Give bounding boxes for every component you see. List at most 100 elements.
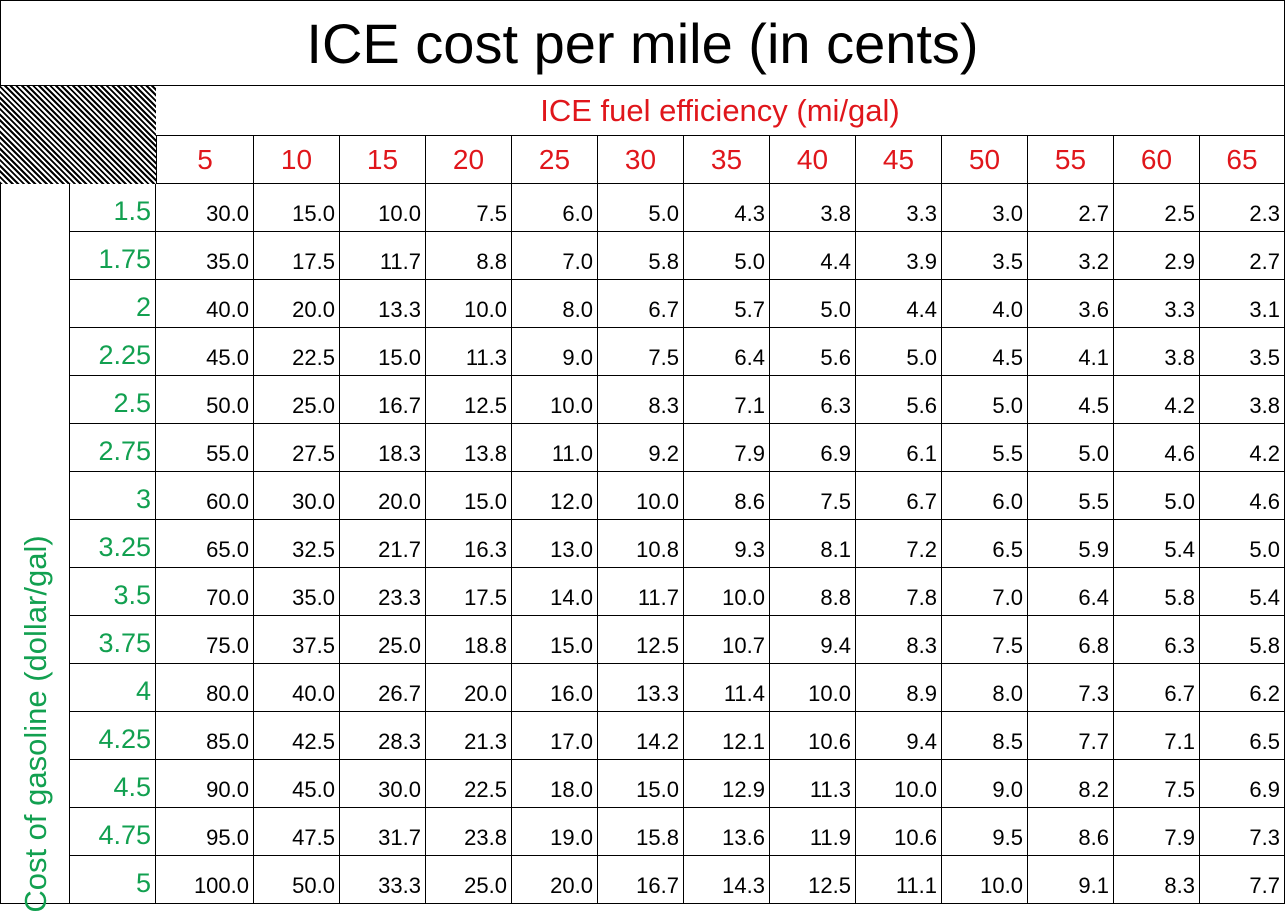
- table-cell: 22.5: [426, 760, 512, 808]
- table-cell: 15.0: [254, 184, 340, 232]
- table-cell: 10.6: [770, 712, 856, 760]
- table-cell: 25.0: [254, 376, 340, 424]
- table-cell: 7.5: [426, 184, 512, 232]
- column-header: 65: [1200, 136, 1285, 184]
- row-header: 3.75: [70, 616, 156, 664]
- row-header: 3.25: [70, 520, 156, 568]
- table-cell: 35.0: [156, 232, 254, 280]
- table-cell: 65.0: [156, 520, 254, 568]
- table-cell: 6.2: [1200, 664, 1285, 712]
- table-cell: 7.1: [684, 376, 770, 424]
- table-cell: 6.9: [770, 424, 856, 472]
- table-cell: 9.5: [942, 808, 1028, 856]
- table-cell: 8.3: [1114, 856, 1200, 904]
- table-cell: 13.3: [598, 664, 684, 712]
- column-header: 40: [770, 136, 856, 184]
- table-cell: 15.0: [598, 760, 684, 808]
- table-cell: 7.3: [1028, 664, 1114, 712]
- table-cell: 5.0: [770, 280, 856, 328]
- table-cell: 45.0: [156, 328, 254, 376]
- table-cell: 25.0: [426, 856, 512, 904]
- table-cell: 11.1: [856, 856, 942, 904]
- table-cell: 7.7: [1028, 712, 1114, 760]
- table-cell: 3.6: [1028, 280, 1114, 328]
- table-cell: 17.0: [512, 712, 598, 760]
- table-cell: 5.0: [1200, 520, 1285, 568]
- table-cell: 4.5: [942, 328, 1028, 376]
- column-header: 10: [254, 136, 340, 184]
- table-cell: 45.0: [254, 760, 340, 808]
- table-cell: 19.0: [512, 808, 598, 856]
- table-cell: 6.4: [684, 328, 770, 376]
- row-header: 4.5: [70, 760, 156, 808]
- table-cell: 3.9: [856, 232, 942, 280]
- table-cell: 9.3: [684, 520, 770, 568]
- column-header: 15: [340, 136, 426, 184]
- table-cell: 5.5: [942, 424, 1028, 472]
- row-header: 2.5: [70, 376, 156, 424]
- row-header: 5: [70, 856, 156, 904]
- row-header: 2: [70, 280, 156, 328]
- table-cell: 10.0: [856, 760, 942, 808]
- table-cell: 10.6: [856, 808, 942, 856]
- table-cell: 23.3: [340, 568, 426, 616]
- table-cell: 6.7: [598, 280, 684, 328]
- table-cell: 7.3: [1200, 808, 1285, 856]
- table-cell: 3.5: [1200, 328, 1285, 376]
- table-cell: 14.2: [598, 712, 684, 760]
- table-cell: 33.3: [340, 856, 426, 904]
- table-cell: 8.8: [770, 568, 856, 616]
- table-cell: 95.0: [156, 808, 254, 856]
- table-cell: 5.4: [1200, 568, 1285, 616]
- table-cell: 5.0: [856, 328, 942, 376]
- table-cell: 8.0: [512, 280, 598, 328]
- table-cell: 6.5: [1200, 712, 1285, 760]
- table-cell: 10.0: [598, 472, 684, 520]
- table-cell: 3.3: [856, 184, 942, 232]
- table-cell: 37.5: [254, 616, 340, 664]
- table-cell: 6.5: [942, 520, 1028, 568]
- table-cell: 10.0: [942, 856, 1028, 904]
- table-cell: 18.0: [512, 760, 598, 808]
- table-cell: 30.0: [156, 184, 254, 232]
- table-cell: 5.9: [1028, 520, 1114, 568]
- table-cell: 9.4: [770, 616, 856, 664]
- table-cell: 9.1: [1028, 856, 1114, 904]
- row-header: 3: [70, 472, 156, 520]
- table-cell: 75.0: [156, 616, 254, 664]
- table-cell: 6.7: [856, 472, 942, 520]
- column-header: 30: [598, 136, 684, 184]
- column-header: 5: [156, 136, 254, 184]
- table-cell: 3.8: [1200, 376, 1285, 424]
- table-cell: 8.3: [598, 376, 684, 424]
- table-cell: 3.2: [1028, 232, 1114, 280]
- table-cell: 5.0: [598, 184, 684, 232]
- table-cell: 14.0: [512, 568, 598, 616]
- table-cell: 11.7: [340, 232, 426, 280]
- table-cell: 6.3: [770, 376, 856, 424]
- column-header: 20: [426, 136, 512, 184]
- row-header: 2.75: [70, 424, 156, 472]
- table-cell: 40.0: [254, 664, 340, 712]
- table-cell: 50.0: [156, 376, 254, 424]
- table-cell: 16.7: [598, 856, 684, 904]
- column-header: 60: [1114, 136, 1200, 184]
- table-cell: 3.5: [942, 232, 1028, 280]
- table-cell: 17.5: [254, 232, 340, 280]
- table-cell: 12.5: [426, 376, 512, 424]
- table-cell: 6.0: [512, 184, 598, 232]
- table-cell: 6.1: [856, 424, 942, 472]
- column-header: 35: [684, 136, 770, 184]
- table-cell: 10.0: [512, 376, 598, 424]
- table-cell: 13.0: [512, 520, 598, 568]
- table-cell: 5.0: [684, 232, 770, 280]
- table-cell: 4.6: [1114, 424, 1200, 472]
- column-axis-label: ICE fuel efficiency (mi/gal): [156, 86, 1285, 136]
- table-cell: 25.0: [340, 616, 426, 664]
- table-cell: 100.0: [156, 856, 254, 904]
- table-cell: 7.1: [1114, 712, 1200, 760]
- table-cell: 50.0: [254, 856, 340, 904]
- table-cell: 6.7: [1114, 664, 1200, 712]
- table-cell: 8.6: [1028, 808, 1114, 856]
- table-cell: 4.0: [942, 280, 1028, 328]
